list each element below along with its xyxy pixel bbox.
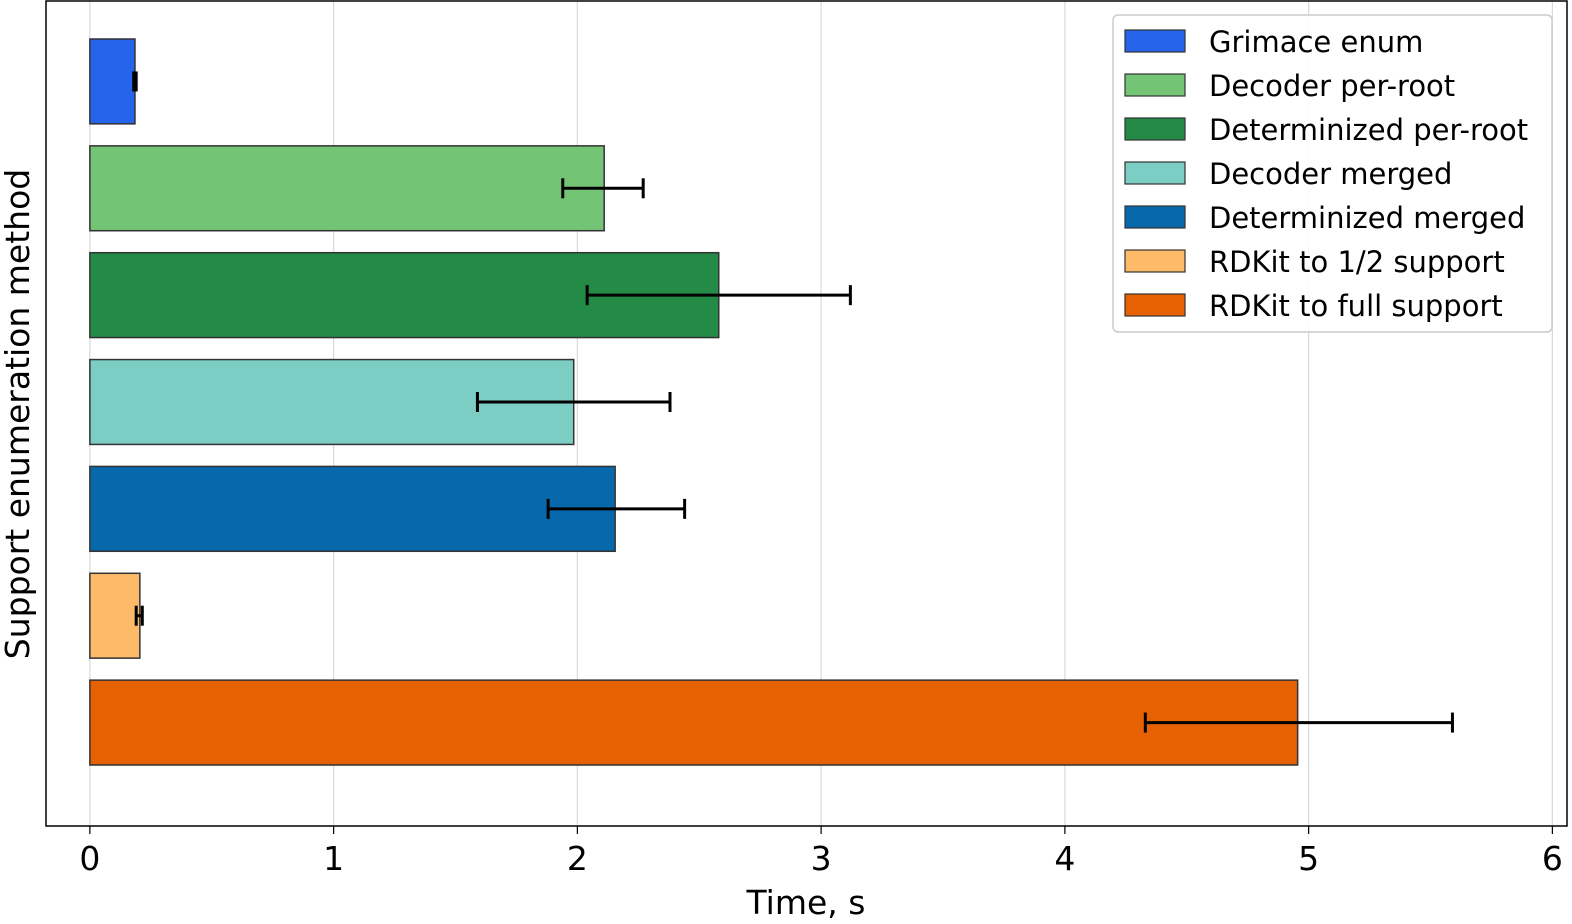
- legend-swatch: [1124, 29, 1186, 53]
- legend-label: Grimace enum: [1209, 25, 1423, 59]
- bar-4: [89, 465, 616, 553]
- legend-swatch: [1124, 117, 1186, 141]
- legend-label: Determinized per-root: [1209, 113, 1528, 147]
- x-tick-label: 4: [1054, 839, 1075, 878]
- legend: Grimace enum Decoder per-root Determinized…: [1112, 14, 1553, 333]
- x-tick-label: 3: [811, 839, 832, 878]
- x-tick-label: 5: [1298, 839, 1319, 878]
- legend-label: Determinized merged: [1209, 201, 1525, 235]
- x-tick-label: 6: [1542, 839, 1563, 878]
- legend-label: Decoder per-root: [1209, 69, 1455, 103]
- error-bars: [132, 71, 1454, 733]
- bar-6: [89, 679, 1299, 766]
- legend-swatch: [1124, 293, 1186, 317]
- legend-label: Decoder merged: [1209, 157, 1452, 191]
- legend-frame: [1112, 14, 1553, 333]
- legend-swatch: [1124, 205, 1186, 229]
- plot-frame: [45, 0, 1568, 827]
- legend-swatch: [1124, 73, 1186, 97]
- x-tick-label: 0: [79, 839, 100, 878]
- legend-swatch: [1124, 161, 1186, 185]
- legend-swatch: [1124, 249, 1186, 273]
- x-tick-label: 2: [567, 839, 588, 878]
- x-tick-label: 1: [323, 839, 344, 878]
- bars: [89, 38, 1299, 766]
- bar-0: [89, 38, 136, 125]
- bar-1: [89, 145, 605, 232]
- x-axis-label: Time, s: [746, 883, 866, 922]
- legend-label: RDKit to full support: [1209, 289, 1503, 323]
- x-axis-ticks: 0 1 2 3 4 5 6: [79, 826, 1563, 878]
- legend-label: RDKit to 1/2 support: [1209, 245, 1505, 279]
- bar-5: [89, 572, 141, 659]
- y-axis-label: Support enumeration method: [0, 169, 37, 659]
